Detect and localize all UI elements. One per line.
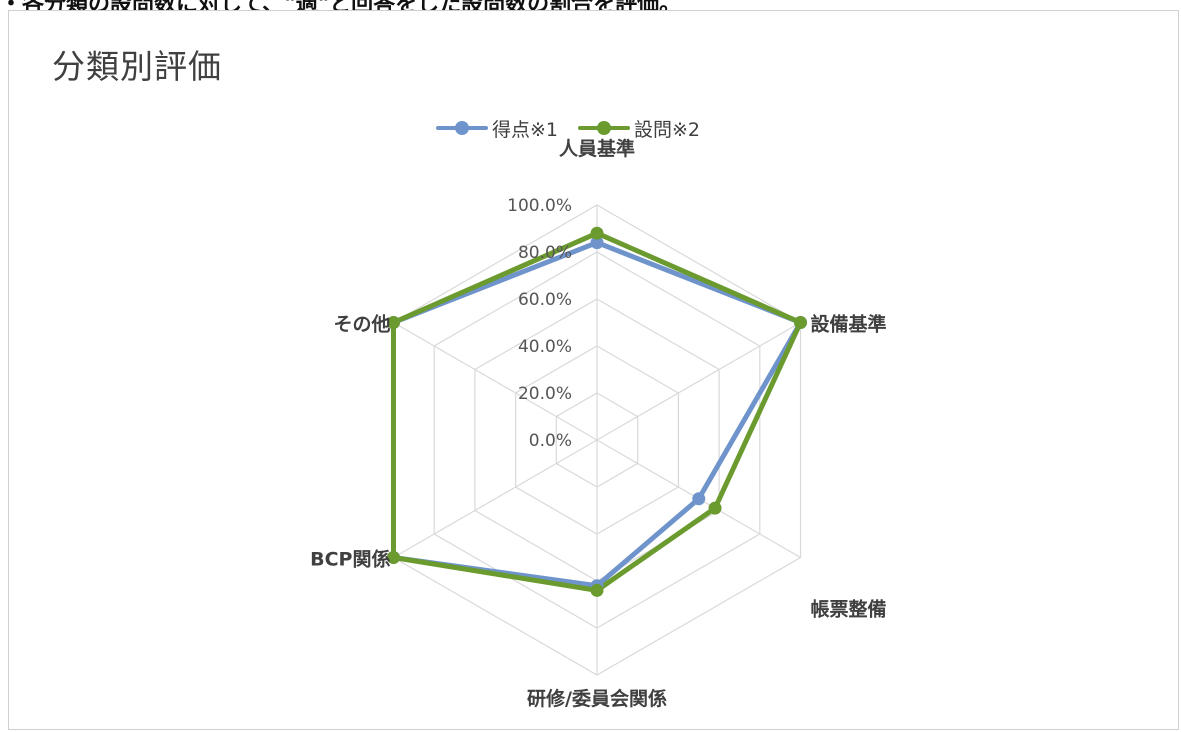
tick-label-3: 60.0% [518, 290, 572, 310]
legend-item-score: 得点※1 [436, 115, 558, 142]
category-label-5: その他 [333, 313, 390, 336]
category-label-2: 帳票整備 [811, 598, 887, 621]
legend-swatch-score [436, 118, 488, 138]
grid-spoke-5 [393, 321, 598, 441]
tick-label-4: 80.0% [518, 243, 572, 263]
category-label-4: BCP関係 [310, 548, 390, 571]
legend-label-questions: 設問※2 [634, 118, 701, 141]
chart-area [8, 10, 1179, 730]
chart-legend: 得点※1 設問※2 [436, 114, 700, 142]
series-0-point-0 [590, 236, 604, 250]
grid-spoke-1 [596, 321, 801, 441]
category-label-1: 設備基準 [811, 313, 887, 336]
series-1-point-3 [590, 583, 604, 597]
series-1-point-1 [794, 316, 808, 329]
series-1-point-0 [590, 226, 604, 240]
legend-label-score: 得点※1 [492, 118, 559, 141]
series-0-point-2 [692, 492, 706, 506]
category-label-0: 人員基準 [559, 137, 635, 160]
tick-label-0: 0.0% [529, 431, 572, 451]
series-1-point-4 [386, 551, 400, 564]
tick-label-5: 100.0% [507, 196, 572, 216]
legend-swatch-questions [578, 118, 631, 138]
series-1-point-5 [386, 316, 400, 329]
category-label-3: 研修/委員会関係 [527, 687, 667, 710]
tick-label-2: 40.0% [518, 337, 572, 357]
legend-item-questions: 設問※2 [578, 115, 700, 142]
grid-spoke-4 [393, 439, 598, 559]
top-description-text: ・各分類の設問数に対して、"適"と回答をした設問数の割合を評価。 [0, 0, 1181, 10]
chart-title: 分類別評価 [52, 47, 222, 86]
tick-label-1: 20.0% [518, 384, 572, 404]
series-1-point-2 [708, 501, 722, 515]
